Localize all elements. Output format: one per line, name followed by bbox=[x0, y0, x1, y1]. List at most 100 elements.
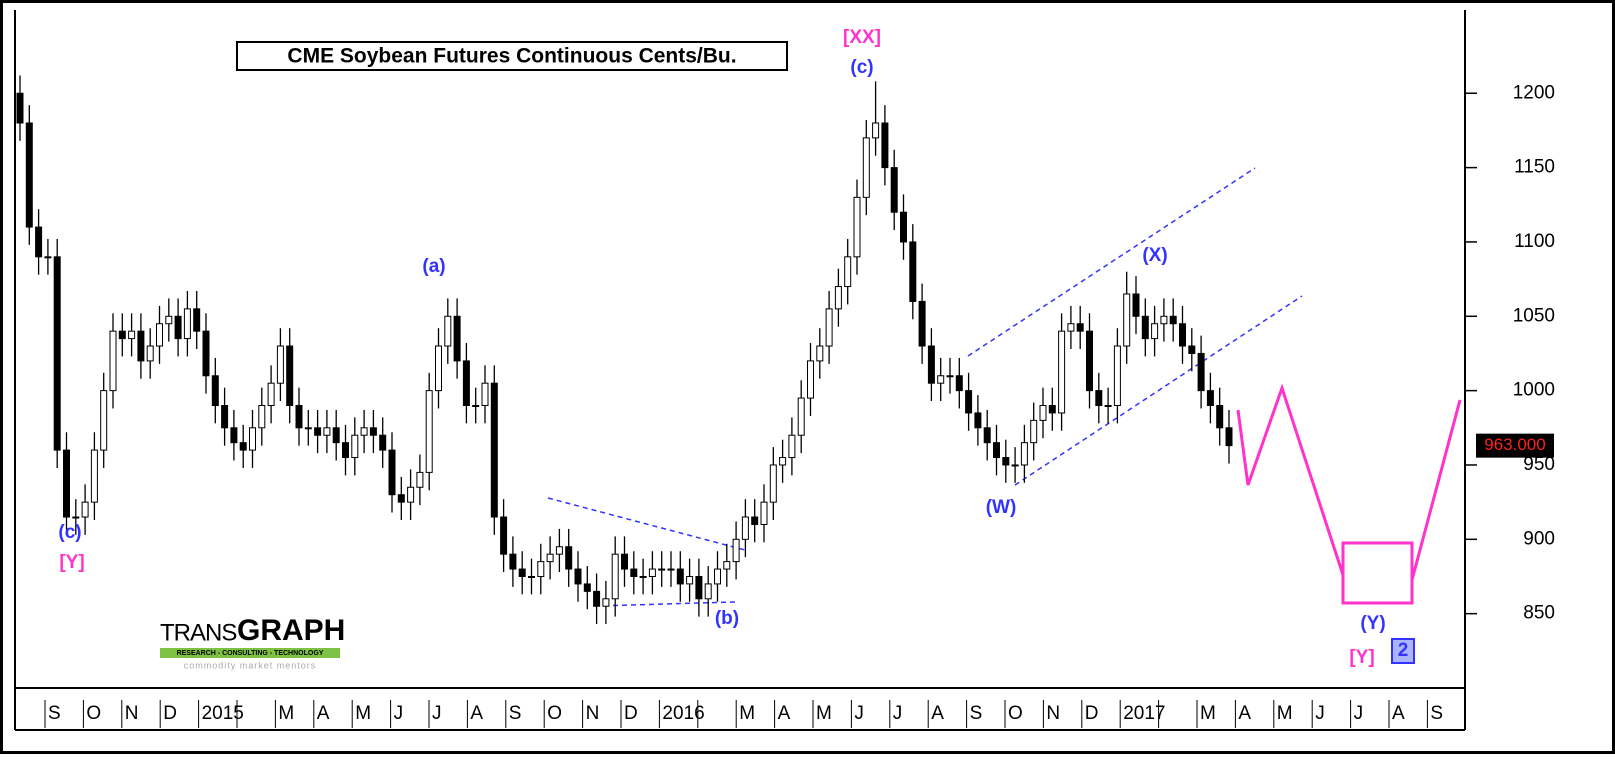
candle bbox=[1086, 313, 1093, 409]
candle-body bbox=[965, 390, 973, 414]
candle-body bbox=[630, 568, 638, 577]
x-tick-label: M bbox=[816, 703, 832, 724]
candle-body bbox=[723, 561, 731, 570]
candle bbox=[565, 528, 573, 587]
candle-body bbox=[1113, 345, 1121, 406]
candle-body bbox=[788, 434, 796, 459]
y-tick-label: 1050 bbox=[1513, 305, 1555, 326]
x-tick-label: A bbox=[470, 703, 483, 724]
candle-body bbox=[1151, 323, 1159, 340]
wave-label: 2 bbox=[1398, 640, 1409, 661]
candle-body bbox=[407, 486, 415, 503]
x-tick-label: S bbox=[48, 703, 61, 724]
x-tick-label: D bbox=[1085, 703, 1099, 724]
candle-body bbox=[314, 427, 322, 436]
candle bbox=[63, 432, 70, 535]
candle bbox=[1188, 328, 1196, 372]
candle bbox=[351, 417, 359, 476]
candle-body bbox=[890, 167, 898, 213]
candle-body bbox=[146, 345, 154, 362]
candle bbox=[35, 209, 43, 275]
candle-body bbox=[816, 345, 824, 362]
candle-body bbox=[100, 390, 108, 451]
projection-box bbox=[1341, 541, 1414, 605]
candle bbox=[844, 238, 852, 305]
wave-label: [XX] bbox=[843, 27, 881, 48]
candle bbox=[686, 558, 694, 602]
candle-body bbox=[304, 427, 312, 430]
candle-body bbox=[676, 568, 684, 585]
x-tick-label: S bbox=[1430, 703, 1443, 724]
candle bbox=[323, 409, 331, 454]
candle-body bbox=[16, 92, 24, 124]
candle bbox=[90, 432, 98, 520]
candle bbox=[174, 298, 182, 357]
candle-body bbox=[481, 382, 489, 406]
candle bbox=[1169, 298, 1177, 342]
candle-body bbox=[165, 315, 173, 325]
candle bbox=[881, 105, 889, 186]
x-tick-label: 2016 bbox=[662, 703, 704, 724]
y-tick-label: 850 bbox=[1523, 603, 1555, 624]
candle-body bbox=[769, 464, 777, 503]
candle-body bbox=[53, 256, 61, 451]
candle bbox=[648, 551, 656, 595]
candle bbox=[1151, 305, 1159, 357]
candle-body bbox=[881, 122, 889, 169]
candle bbox=[900, 194, 907, 260]
candle-body bbox=[1086, 330, 1093, 392]
candle bbox=[239, 424, 247, 468]
candle bbox=[407, 469, 415, 520]
candle-body bbox=[63, 449, 70, 518]
wave-label: (Y) bbox=[1360, 613, 1385, 634]
candle bbox=[667, 551, 675, 587]
x-tick-label: 2015 bbox=[202, 703, 244, 724]
wave-label: [Y] bbox=[1349, 647, 1374, 668]
candle-body bbox=[202, 330, 210, 377]
candle bbox=[397, 476, 405, 520]
candle-body bbox=[444, 315, 452, 347]
candle bbox=[704, 566, 712, 617]
candle-body bbox=[937, 375, 945, 384]
candle-body bbox=[593, 590, 601, 607]
candle bbox=[974, 395, 982, 446]
candle bbox=[490, 365, 498, 535]
candle bbox=[546, 536, 554, 580]
candle bbox=[751, 499, 759, 543]
candle-body bbox=[574, 568, 582, 585]
candle bbox=[807, 343, 814, 416]
trend-lines bbox=[547, 167, 1303, 607]
candle bbox=[295, 387, 303, 446]
candle-body bbox=[109, 330, 117, 392]
candle-body bbox=[128, 330, 136, 340]
candle bbox=[118, 313, 126, 357]
candle bbox=[44, 238, 52, 275]
candle-body bbox=[35, 226, 43, 258]
candle bbox=[267, 365, 275, 424]
candle-body bbox=[760, 501, 768, 525]
candle bbox=[816, 328, 824, 379]
x-tick-label: A bbox=[778, 703, 791, 724]
candle-body bbox=[221, 405, 229, 429]
candle bbox=[193, 291, 201, 349]
candle bbox=[583, 566, 591, 610]
candle bbox=[769, 447, 777, 520]
x-tick-label: J bbox=[854, 703, 864, 724]
candle bbox=[211, 357, 219, 424]
candle-body bbox=[1160, 315, 1168, 325]
candle bbox=[1067, 305, 1075, 349]
candle-body bbox=[90, 449, 98, 503]
candle bbox=[1113, 328, 1121, 424]
y-tick-label: 1150 bbox=[1514, 157, 1555, 178]
candle-body bbox=[900, 211, 907, 243]
candle-body bbox=[1188, 345, 1196, 354]
last-price-label: 963.000 bbox=[1484, 435, 1545, 454]
candle bbox=[230, 409, 238, 461]
candle bbox=[788, 417, 796, 476]
x-tick-label: O bbox=[1008, 703, 1023, 724]
candle-body bbox=[379, 434, 387, 451]
candle bbox=[1225, 409, 1233, 464]
x-tick-label: 2017 bbox=[1123, 703, 1165, 724]
candle bbox=[25, 105, 33, 245]
candle-body bbox=[658, 568, 666, 571]
